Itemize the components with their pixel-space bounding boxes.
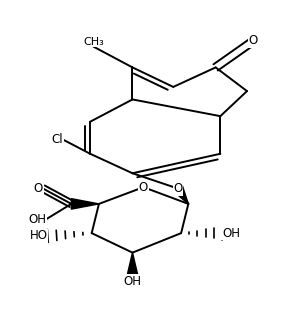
- Text: Cl: Cl: [52, 133, 64, 146]
- Polygon shape: [174, 185, 188, 204]
- Text: O: O: [34, 182, 43, 195]
- Polygon shape: [127, 252, 138, 275]
- Text: O: O: [249, 34, 258, 47]
- Text: CH₃: CH₃: [83, 37, 104, 46]
- Text: OH: OH: [222, 227, 240, 240]
- Text: OH: OH: [123, 275, 142, 288]
- Text: OH: OH: [28, 213, 46, 226]
- Text: HO: HO: [30, 229, 48, 242]
- Text: O: O: [173, 182, 183, 195]
- Polygon shape: [71, 199, 99, 209]
- Text: O: O: [139, 181, 148, 194]
